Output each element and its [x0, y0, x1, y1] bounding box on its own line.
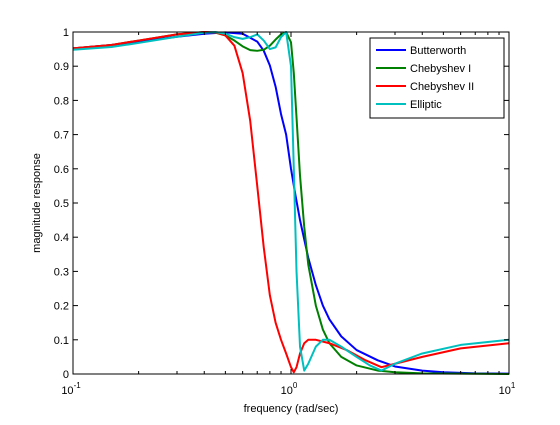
x-tick-label-base: 10 — [499, 385, 511, 397]
y-tick-label: 0.8 — [54, 95, 69, 107]
legend-label-chebyshev-i: Chebyshev I — [410, 63, 471, 75]
y-tick-label: 0.7 — [54, 130, 69, 142]
legend-label-butterworth: Butterworth — [410, 45, 466, 57]
legend: Butterworth Chebyshev I Chebyshev II Ellipt… — [369, 37, 505, 119]
y-tick-label: 0.6 — [54, 164, 69, 176]
x-tick-label: 10-1 — [61, 381, 81, 397]
legend-label-chebyshev-ii: Chebyshev II — [410, 81, 474, 93]
x-tick-label-exponent: 0 — [293, 381, 298, 390]
x-tick-label-exponent: -1 — [74, 381, 82, 390]
x-tick-label: 101 — [499, 381, 516, 397]
series-line-elliptic — [72, 31, 510, 372]
y-tick-label: 0.2 — [54, 301, 69, 313]
y-tick-label: 1 — [63, 27, 69, 39]
y-axis-label: magnitude response — [31, 153, 43, 253]
axes-box — [72, 31, 510, 375]
x-tick-label-base: 10 — [61, 385, 73, 397]
x-tick-label: 100 — [281, 381, 298, 397]
legend-label-elliptic: Elliptic — [410, 99, 442, 111]
y-tick-label: 0.3 — [54, 266, 69, 278]
x-tick-label-exponent: 1 — [511, 381, 516, 390]
x-tick-label-base: 10 — [281, 385, 293, 397]
y-tick-label: 0.9 — [54, 61, 69, 73]
y-tick-label: 0.1 — [54, 335, 69, 347]
y-tick-label: 0 — [63, 369, 69, 381]
x-axis-label: frequency (rad/sec) — [244, 403, 339, 415]
y-tick-label: 0.4 — [54, 232, 69, 244]
y-tick-label: 0.5 — [54, 198, 69, 210]
